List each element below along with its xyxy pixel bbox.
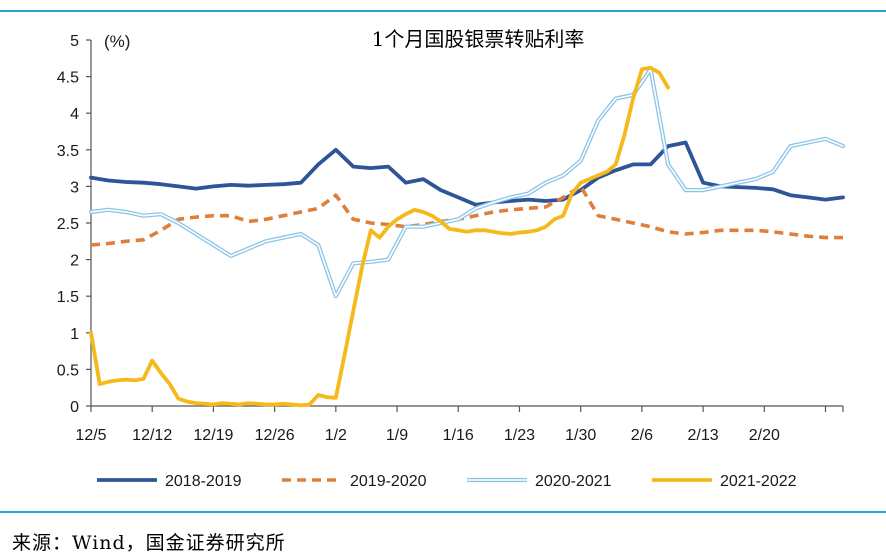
y-tick-label: 1.5 — [57, 289, 79, 306]
y-axis-unit: (%) — [104, 32, 130, 51]
y-tick-label: 2 — [70, 253, 79, 270]
legend-label-2018-2019: 2018-2019 — [165, 473, 242, 490]
y-tick-label: 0.5 — [57, 362, 79, 379]
y-tick-label: 4 — [70, 106, 79, 123]
x-tick-label: 12/5 — [75, 427, 106, 444]
x-tick-label: 1/23 — [504, 427, 535, 444]
legend-label-2019-2020: 2019-2020 — [350, 473, 427, 490]
x-tick-label: 2/20 — [749, 427, 780, 444]
x-tick-label: 12/19 — [193, 427, 233, 444]
y-tick-label: 5 — [70, 33, 79, 50]
series-line-2019-2020 — [90, 184, 843, 247]
y-tick-label: 0 — [70, 399, 79, 416]
x-tick-label: 12/12 — [132, 427, 172, 444]
y-tick-label: 4.5 — [57, 70, 79, 87]
x-tick-label: 1/16 — [443, 427, 474, 444]
series-layer — [88, 65, 846, 408]
legend-label-2020-2021: 2020-2021 — [535, 473, 612, 490]
x-tick-label: 2/6 — [631, 427, 653, 444]
source-note: 来源：Wind，国金证券研究所 — [12, 532, 286, 554]
x-tick-label: 1/9 — [386, 427, 408, 444]
series-line-2020-2021-inner — [90, 68, 844, 298]
series-line-2021-2022 — [89, 65, 670, 408]
y-tick-label: 3.5 — [57, 143, 79, 160]
legend-label-2021-2022: 2021-2022 — [720, 473, 797, 490]
x-tick-label: 1/30 — [565, 427, 596, 444]
legend: 2018-2019 2019-2020 2020-2021 2021-2022 — [97, 473, 797, 490]
axes: 0 0.5 1 1.5 2 2.5 3 3.5 4 4.5 5 12/5 12/12 12/19 12/26… — [57, 33, 844, 444]
chart-title: 1个月国股银票转贴利率 — [372, 27, 585, 51]
series-line-2018-2019 — [89, 140, 845, 207]
y-tick-label: 3 — [70, 179, 79, 196]
x-tick-label: 12/26 — [255, 427, 295, 444]
y-tick-label: 2.5 — [57, 216, 79, 233]
x-tick-label: 2/13 — [688, 427, 719, 444]
x-tick-label: 1/2 — [325, 427, 347, 444]
y-tick-label: 1 — [70, 326, 79, 343]
series-line-2020-2021 — [88, 67, 846, 299]
